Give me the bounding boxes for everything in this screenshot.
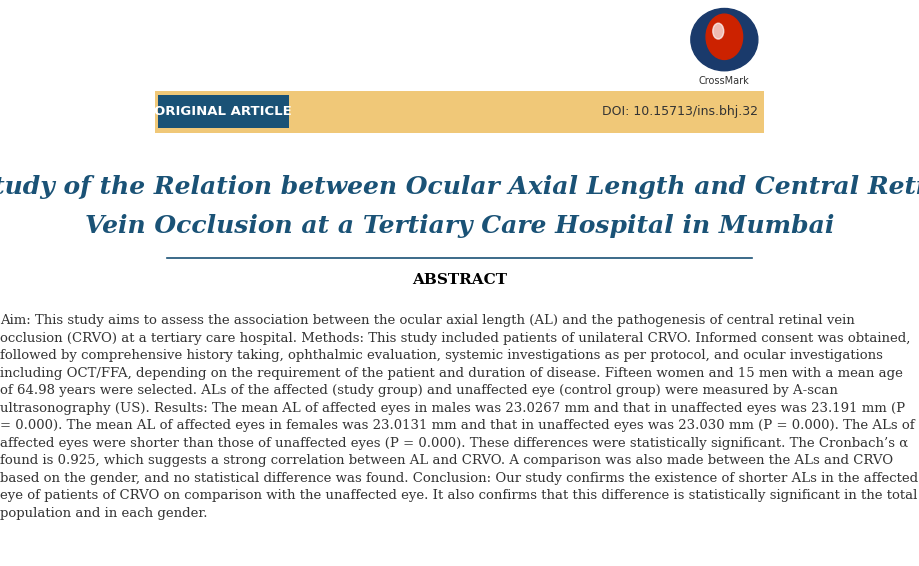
- Text: A Study of the Relation between Ocular Axial Length and Central Retinal: A Study of the Relation between Ocular A…: [0, 175, 919, 199]
- Ellipse shape: [706, 14, 743, 59]
- Text: CrossMark: CrossMark: [699, 76, 750, 87]
- FancyBboxPatch shape: [155, 91, 764, 133]
- Text: Aim: This study aims to assess the association between the ocular axial length (: Aim: This study aims to assess the assoc…: [0, 314, 919, 520]
- Text: Vein Occlusion at a Tertiary Care Hospital in Mumbai: Vein Occlusion at a Tertiary Care Hospit…: [85, 215, 834, 238]
- Text: ORIGINAL ARTICLE: ORIGINAL ARTICLE: [154, 105, 292, 118]
- Ellipse shape: [713, 23, 724, 39]
- Text: DOI: 10.15713/ins.bhj.32: DOI: 10.15713/ins.bhj.32: [602, 105, 758, 118]
- Circle shape: [691, 8, 758, 71]
- Text: ABSTRACT: ABSTRACT: [412, 273, 507, 287]
- FancyBboxPatch shape: [158, 95, 289, 128]
